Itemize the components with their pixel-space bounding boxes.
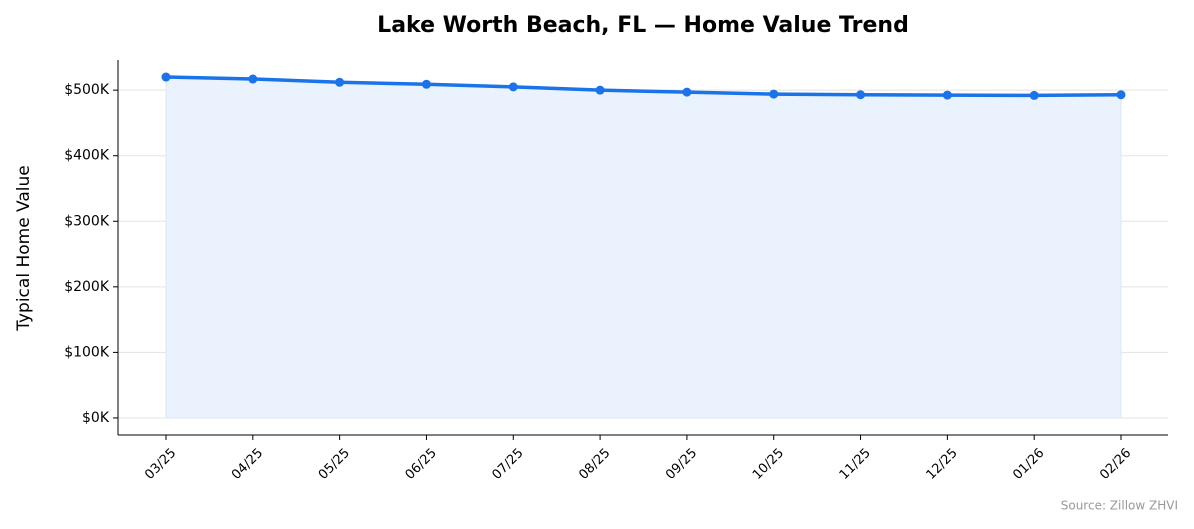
point [248, 74, 258, 84]
x-tick-label: 07/25 [489, 446, 526, 483]
point [421, 79, 431, 89]
y-tick-label: $400K [64, 148, 110, 164]
x-tick-label: 03/25 [142, 446, 179, 483]
x-tick-label: 08/25 [576, 446, 613, 483]
y-tick-label: $0K [82, 410, 110, 426]
point [595, 85, 605, 95]
x-tick-label: 04/25 [229, 446, 266, 483]
x-tick-label: 11/25 [837, 446, 874, 483]
x-tick-label: 06/25 [403, 446, 440, 483]
x-tick-label: 05/25 [316, 446, 353, 483]
x-tick-label: 12/25 [924, 446, 961, 483]
y-tick-label: $500K [64, 82, 110, 98]
chart-title: Lake Worth Beach, FL — Home Value Trend [377, 13, 909, 38]
x-tick-label: 01/26 [1010, 446, 1047, 483]
point [942, 90, 952, 100]
point [1029, 90, 1039, 100]
point [856, 90, 866, 100]
area [165, 76, 1122, 419]
point [682, 87, 692, 97]
point [335, 77, 345, 87]
y-axis-label: Typical Home Value [14, 165, 34, 332]
point [769, 89, 779, 99]
x-tick-label: 10/25 [750, 446, 787, 483]
source-note: Source: Zillow ZHVI [1061, 499, 1178, 513]
y-tick-label: $200K [64, 279, 110, 295]
line [165, 75, 1122, 98]
point [508, 82, 518, 92]
point [161, 72, 171, 82]
x-tick-label: 09/25 [663, 446, 700, 483]
y-tick-label: $300K [64, 213, 110, 229]
x-tick-label: 02/26 [1097, 446, 1134, 483]
y-tick-label: $100K [64, 344, 110, 360]
point [1116, 90, 1126, 100]
